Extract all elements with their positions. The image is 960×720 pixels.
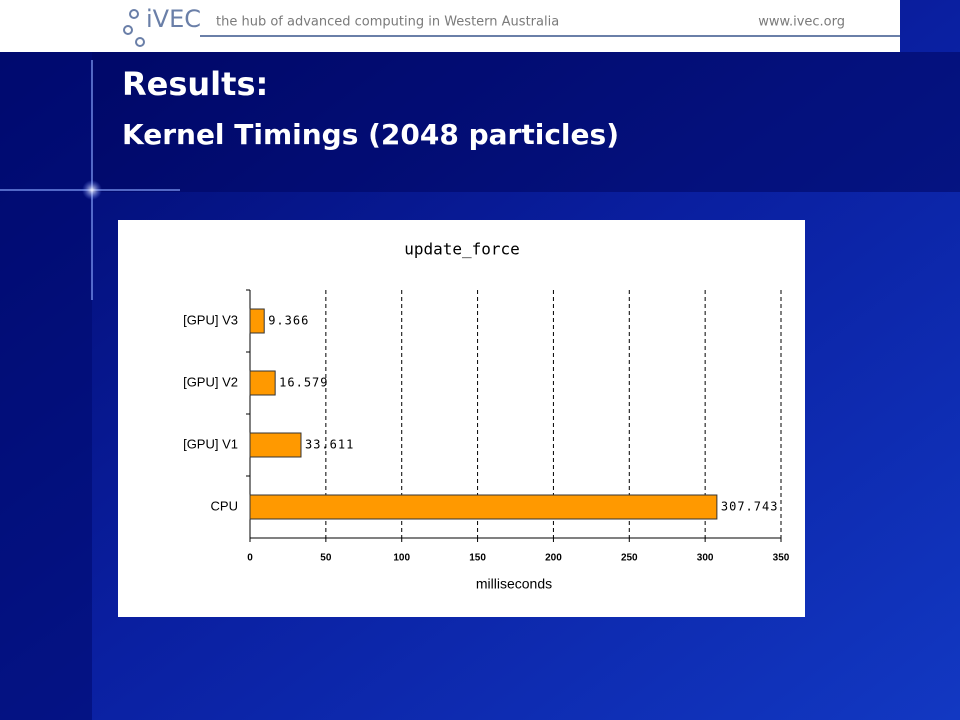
bar: [249, 494, 718, 520]
x-axis-label: milliseconds: [476, 576, 552, 592]
slide-subtitle: Kernel Timings (2048 particles): [122, 118, 619, 151]
y-tick-label: [GPU] V2: [183, 374, 238, 389]
x-tick-label: 250: [621, 553, 638, 564]
value-label: 9.366: [268, 314, 309, 328]
sparkle: [82, 180, 102, 200]
value-label: 33.611: [305, 438, 354, 452]
chart-title: update_force: [404, 240, 520, 259]
slide-title: Results:: [122, 65, 268, 103]
value-label: 16.579: [279, 376, 328, 390]
x-tick-label: 300: [697, 553, 714, 564]
logo-icon: [129, 9, 139, 19]
banner-tagline: the hub of advanced computing in Western…: [216, 15, 559, 30]
x-tick-label: 350: [773, 553, 790, 564]
bar: [249, 370, 276, 396]
banner-url: www.ivec.org: [758, 15, 845, 30]
y-tick-label: [GPU] V1: [183, 436, 238, 451]
x-tick-label: 200: [545, 553, 562, 564]
banner: [0, 0, 900, 52]
side-strip: [0, 0, 92, 720]
y-tick-label: [GPU] V3: [183, 312, 238, 327]
x-tick-label: 150: [469, 553, 486, 564]
x-tick-label: 100: [393, 553, 410, 564]
banner-logo: iVEC: [146, 5, 201, 33]
logo-icon: [123, 25, 133, 35]
y-tick-label: CPU: [211, 498, 238, 513]
title-band: [92, 52, 960, 192]
chart-area: [118, 220, 805, 617]
value-label: 307.743: [721, 500, 779, 514]
logo-icon: [135, 37, 145, 47]
bar: [249, 308, 265, 334]
bar: [249, 432, 302, 458]
x-tick-label: 0: [247, 553, 253, 564]
x-tick-label: 50: [320, 553, 332, 564]
